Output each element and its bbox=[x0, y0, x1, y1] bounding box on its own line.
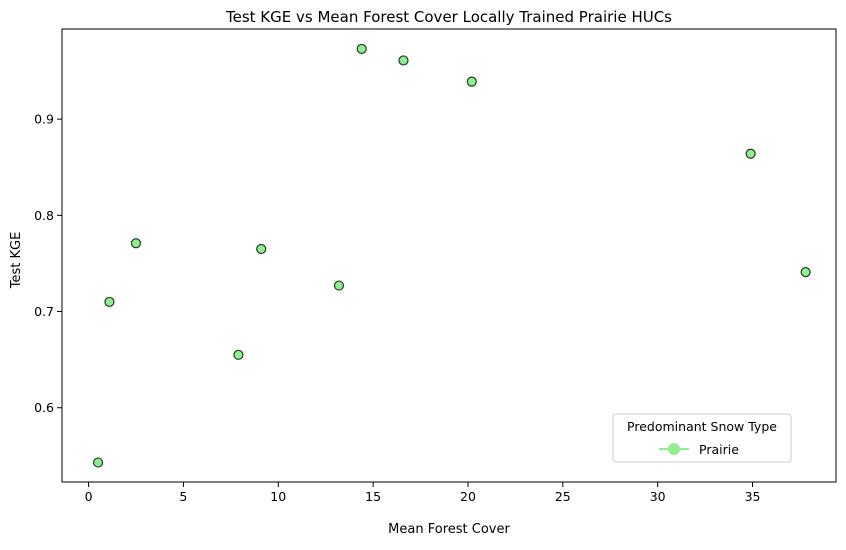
y-tick-label: 0.8 bbox=[34, 208, 54, 223]
chart-title: Test KGE vs Mean Forest Cover Locally Tr… bbox=[225, 8, 672, 26]
x-tick-label: 20 bbox=[460, 489, 476, 504]
data-point bbox=[745, 148, 756, 159]
x-tick-label: 30 bbox=[650, 489, 666, 504]
data-point bbox=[104, 296, 115, 308]
ticks-layer: 0 5 10 15 20 25 30 35 0.6 0.7 0.8 0.9 bbox=[34, 112, 760, 504]
y-tick-label: 0.9 bbox=[34, 112, 54, 127]
points-layer bbox=[92, 43, 811, 468]
legend-box bbox=[612, 413, 792, 463]
data-point bbox=[800, 266, 811, 278]
plot-area-frame bbox=[61, 28, 837, 483]
y-tick-label: 0.7 bbox=[34, 304, 54, 319]
x-tick-label: 35 bbox=[745, 489, 761, 504]
x-tick-label: 25 bbox=[555, 489, 571, 504]
legend: Predominant Snow Type Prairie bbox=[612, 413, 792, 463]
x-tick-label: 10 bbox=[270, 489, 286, 504]
data-point bbox=[356, 43, 367, 55]
legend-prairie-label: Prairie bbox=[699, 442, 739, 457]
data-point bbox=[256, 243, 267, 255]
data-point bbox=[233, 349, 244, 360]
data-point bbox=[466, 76, 477, 87]
data-point bbox=[333, 280, 345, 291]
x-tick-label: 15 bbox=[365, 489, 381, 504]
x-axis-label: Mean Forest Cover bbox=[388, 522, 510, 537]
data-point bbox=[92, 457, 104, 468]
y-axis-label: Test KGE bbox=[9, 232, 24, 290]
y-tick-label: 0.6 bbox=[34, 400, 54, 415]
x-tick-label: 5 bbox=[179, 489, 187, 504]
data-point bbox=[130, 238, 142, 249]
legend-prairie-marker bbox=[668, 443, 680, 455]
x-tick-label: 0 bbox=[85, 489, 93, 504]
data-point bbox=[398, 55, 409, 66]
legend-title: Predominant Snow Type bbox=[627, 419, 777, 434]
